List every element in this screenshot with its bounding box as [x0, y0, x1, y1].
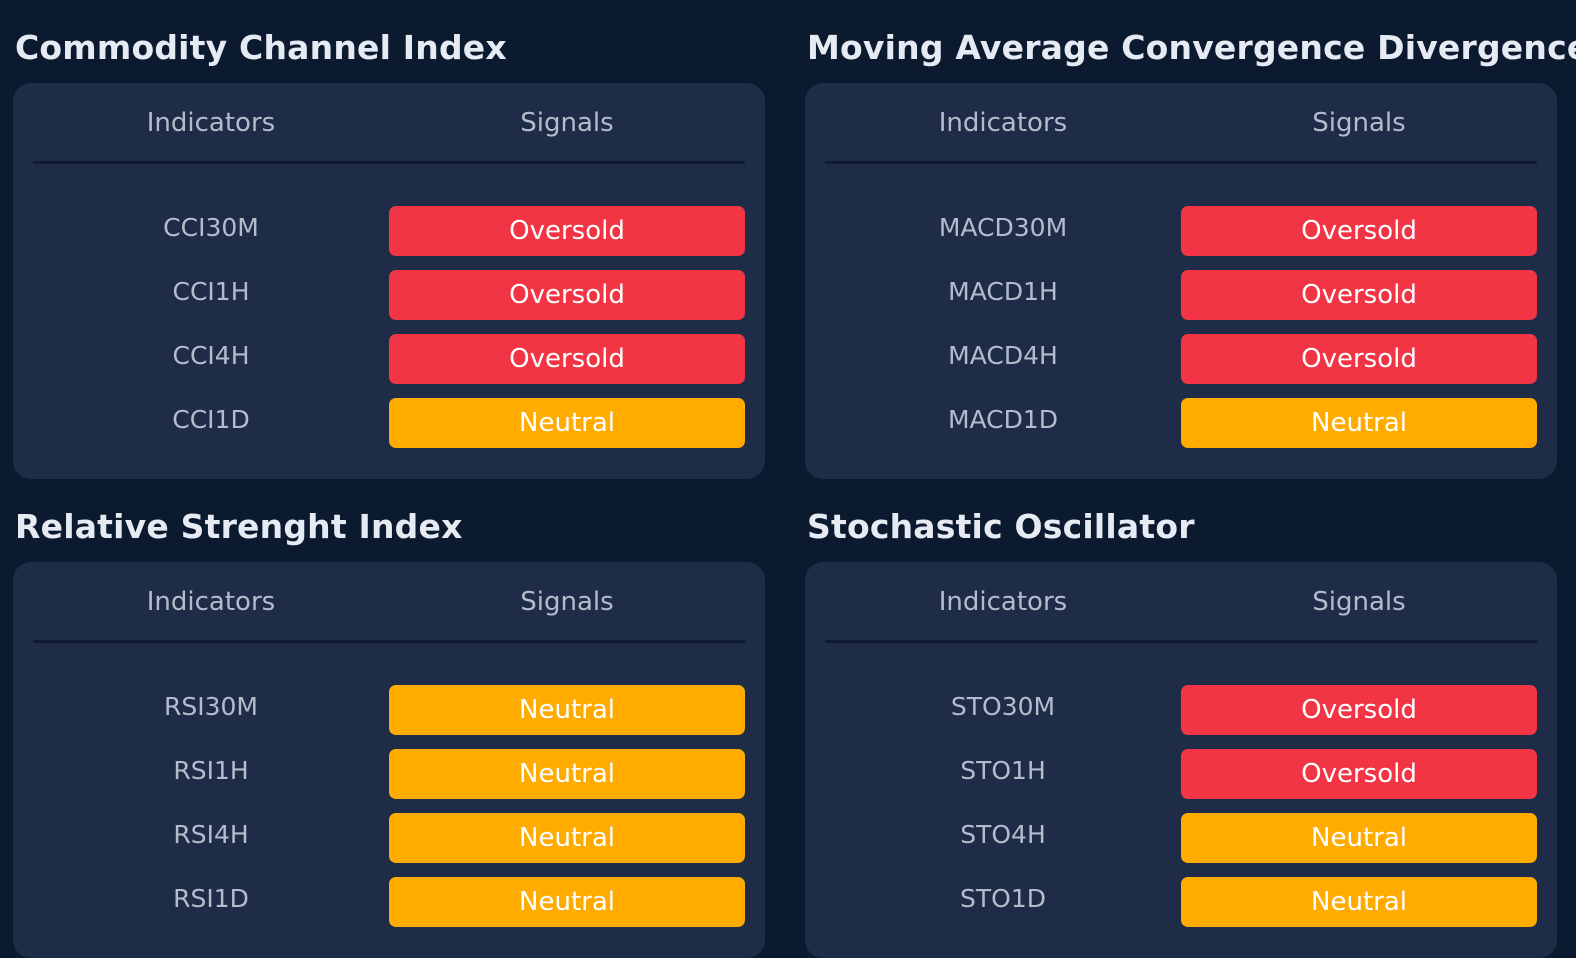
header-indicators: Indicators: [938, 108, 1068, 138]
table-row: CCI1H Oversold: [33, 270, 745, 320]
indicator-card: Indicators Signals MACD30M Oversold MACD…: [805, 83, 1557, 479]
table-row: MACD4H Oversold: [825, 334, 1537, 384]
indicator-label: CCI1D: [172, 404, 250, 434]
header-indicators: Indicators: [938, 587, 1068, 617]
header-indicators: Indicators: [146, 108, 276, 138]
table-row: RSI30M Neutral: [33, 685, 745, 735]
table-row: MACD30M Oversold: [825, 206, 1537, 256]
signal-badge: Neutral: [389, 813, 745, 863]
indicator-label: RSI4H: [173, 819, 249, 849]
table-row: STO4H Neutral: [825, 813, 1537, 863]
table-row: CCI1D Neutral: [33, 398, 745, 448]
signal-badge: Oversold: [389, 334, 745, 384]
signal-badge: Neutral: [1181, 813, 1537, 863]
signal-badge: Oversold: [1181, 270, 1537, 320]
section-title: Commodity Channel Index: [15, 28, 507, 67]
section-commodity-channel-index: Commodity Channel Index Indicators Signa…: [13, 13, 765, 479]
indicator-label: CCI30M: [163, 212, 259, 242]
header-signals: Signals: [520, 587, 614, 617]
section-relative-strength-index: Relative Strenght Index Indicators Signa…: [13, 492, 765, 958]
section-macd: Moving Average Convergence Divergence In…: [805, 13, 1576, 479]
indicator-label: STO30M: [950, 691, 1056, 721]
section-title: Stochastic Oscillator: [807, 507, 1195, 546]
indicator-label: MACD1D: [947, 404, 1059, 434]
indicator-label: RSI1H: [173, 755, 249, 785]
header-indicators: Indicators: [146, 587, 276, 617]
indicator-label: STO1D: [960, 883, 1046, 913]
header-signals: Signals: [1312, 108, 1406, 138]
signal-badge: Neutral: [1181, 398, 1537, 448]
indicator-label: STO4H: [960, 819, 1046, 849]
indicator-label: RSI1D: [173, 883, 249, 913]
signal-badge: Neutral: [389, 685, 745, 735]
signal-badge: Neutral: [1181, 877, 1537, 927]
table-row: STO1D Neutral: [825, 877, 1537, 927]
signal-badge: Oversold: [1181, 206, 1537, 256]
indicator-label: MACD30M: [938, 212, 1068, 242]
indicator-card: Indicators Signals STO30M Oversold STO1H…: [805, 562, 1557, 958]
table-row: CCI30M Oversold: [33, 206, 745, 256]
section-title: Relative Strenght Index: [15, 507, 463, 546]
table-header: Indicators Signals: [33, 562, 745, 643]
indicator-label: CCI1H: [172, 276, 250, 306]
signal-badge: Oversold: [1181, 334, 1537, 384]
table-header: Indicators Signals: [825, 562, 1537, 643]
section-stochastic-oscillator: Stochastic Oscillator Indicators Signals…: [805, 492, 1557, 958]
indicator-label: CCI4H: [172, 340, 250, 370]
table-row: RSI1D Neutral: [33, 877, 745, 927]
section-title: Moving Average Convergence Divergence: [807, 28, 1576, 67]
signal-badge: Neutral: [389, 877, 745, 927]
signal-badge: Oversold: [389, 206, 745, 256]
signal-badge: Neutral: [389, 749, 745, 799]
table-row: MACD1D Neutral: [825, 398, 1537, 448]
signal-badge: Oversold: [1181, 685, 1537, 735]
signal-badge: Neutral: [389, 398, 745, 448]
indicator-label: MACD4H: [948, 340, 1058, 370]
table-row: RSI4H Neutral: [33, 813, 745, 863]
indicator-label: RSI30M: [164, 691, 258, 721]
indicator-label: STO1H: [960, 755, 1046, 785]
table-header: Indicators Signals: [33, 83, 745, 164]
table-row: STO30M Oversold: [825, 685, 1537, 735]
table-row: RSI1H Neutral: [33, 749, 745, 799]
table-row: CCI4H Oversold: [33, 334, 745, 384]
indicator-card: Indicators Signals RSI30M Neutral RSI1H …: [13, 562, 765, 958]
table-header: Indicators Signals: [825, 83, 1537, 164]
table-row: STO1H Oversold: [825, 749, 1537, 799]
table-row: MACD1H Oversold: [825, 270, 1537, 320]
signal-badge: Oversold: [1181, 749, 1537, 799]
signal-badge: Oversold: [389, 270, 745, 320]
indicator-card: Indicators Signals CCI30M Oversold CCI1H…: [13, 83, 765, 479]
header-signals: Signals: [520, 108, 614, 138]
header-signals: Signals: [1312, 587, 1406, 617]
indicator-label: MACD1H: [948, 276, 1058, 306]
